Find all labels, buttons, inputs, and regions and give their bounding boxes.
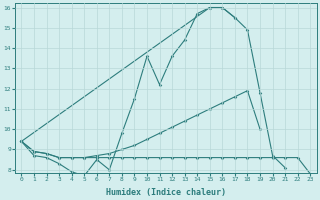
X-axis label: Humidex (Indice chaleur): Humidex (Indice chaleur) [106, 188, 226, 197]
